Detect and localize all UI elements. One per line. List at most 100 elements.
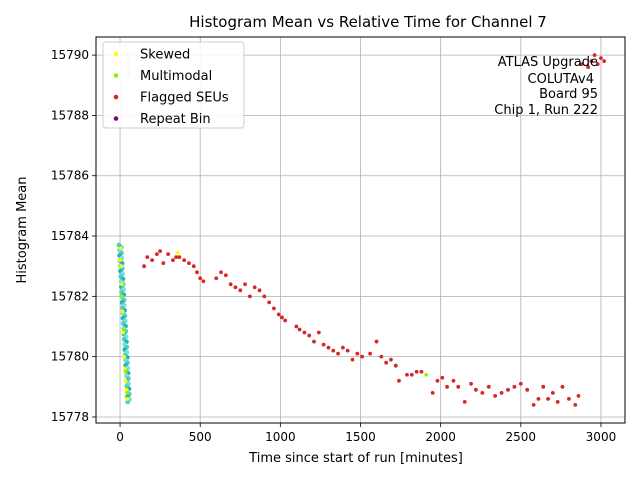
data-point-flagged-seus — [312, 339, 316, 344]
data-point-flagged-seus — [368, 351, 373, 356]
y-axis-ticks: 15778 15780 15782 15784 15786 15788 15790 — [51, 48, 96, 424]
data-point-flagged-seus — [566, 396, 571, 401]
data-point-flagged-seus — [589, 59, 594, 64]
annotation-line: ATLAS Upgrade — [498, 55, 598, 70]
data-point-skewed — [120, 282, 124, 287]
data-point-flagged-seus — [393, 363, 398, 368]
data-point-skewed — [121, 330, 126, 335]
data-point-flagged-seus — [576, 393, 581, 398]
data-point-flagged-seus — [389, 357, 393, 362]
legend-box — [102, 41, 245, 129]
data-point-flagged-seus — [187, 261, 191, 266]
legend-marker — [113, 116, 119, 121]
legend-marker — [113, 51, 119, 57]
data-point-flagged-seus — [595, 62, 600, 67]
data-point-flagged-seus — [474, 387, 478, 392]
data-point-flagged-seus — [316, 330, 321, 335]
data-point-flagged-seus — [499, 390, 504, 395]
data-point-flagged-seus — [195, 270, 199, 275]
data-point-skewed — [118, 258, 122, 263]
x-tick-label: 3000 — [586, 430, 617, 444]
data-point-flagged-seus — [158, 249, 163, 254]
data-points — [118, 53, 607, 407]
y-tick-label: 15782 — [51, 289, 89, 303]
data-point-flagged-seus — [166, 252, 171, 257]
data-point-skewed — [123, 378, 128, 383]
data-point-multimodal — [125, 390, 130, 395]
data-point-flagged-seus — [379, 354, 384, 359]
x-tick-label: 1000 — [265, 430, 296, 444]
y-tick-label: 15778 — [51, 410, 89, 424]
data-point-flagged-seus — [462, 399, 467, 404]
y-tick-label: 15788 — [51, 108, 89, 122]
data-point-flagged-seus — [340, 345, 345, 350]
data-point-flagged-seus — [276, 312, 281, 317]
grid-lines — [96, 37, 625, 423]
data-point-flagged-seus — [267, 300, 272, 305]
data-point-skewed — [118, 246, 123, 250]
data-point-flagged-seus — [541, 384, 546, 389]
data-point-flagged-seus — [201, 279, 206, 284]
data-point-flagged-seus — [247, 294, 252, 299]
data-point-flagged-seus — [294, 324, 299, 329]
data-point-flagged-seus — [272, 306, 276, 311]
data-point-flagged-seus — [257, 288, 262, 293]
data-point-flagged-seus — [560, 384, 565, 389]
data-point-flagged-seus — [336, 351, 340, 356]
data-point-flagged-seus — [302, 330, 307, 335]
data-point-flagged-seus — [283, 318, 288, 323]
data-point-skewed — [122, 354, 126, 359]
data-point-flagged-seus — [297, 327, 302, 332]
data-point-flagged-seus — [445, 384, 449, 389]
data-point-flagged-seus — [177, 255, 182, 260]
data-point-flagged-seus — [435, 378, 440, 383]
data-point-flagged-seus — [469, 381, 474, 386]
annotation-line: Chip 1, Run 222 — [494, 103, 598, 118]
data-point-multimodal — [424, 372, 429, 377]
data-point-flagged-seus — [397, 378, 401, 383]
data-point-flagged-seus — [355, 351, 360, 356]
data-point-flagged-seus — [555, 399, 560, 404]
data-point-flagged-seus — [280, 315, 284, 320]
x-tick-label: 1500 — [345, 430, 376, 444]
legend-marker — [113, 94, 119, 100]
data-point-flagged-seus — [486, 384, 491, 389]
data-point-flagged-seus — [440, 375, 445, 380]
data-point-flagged-seus — [161, 261, 166, 266]
x-axis-ticks: 0 500 1000 1500 2000 2500 3000 — [116, 423, 616, 444]
data-point-flagged-seus — [252, 285, 257, 290]
y-axis-label: Histogram Mean — [15, 177, 30, 284]
data-point-flagged-seus — [525, 387, 530, 392]
legend-label: Flagged SEUs — [140, 91, 229, 106]
data-point-flagged-seus — [384, 360, 389, 365]
y-tick-label: 15790 — [51, 48, 89, 62]
data-point-flagged-seus — [171, 258, 175, 263]
data-point-flagged-seus — [480, 390, 485, 395]
data-point-flagged-seus — [219, 270, 223, 275]
data-point-skewed — [124, 387, 129, 392]
y-tick-label: 15786 — [51, 169, 89, 183]
data-point-flagged-seus — [345, 348, 350, 353]
data-point-flagged-seus — [238, 288, 243, 293]
data-point-flagged-seus — [142, 264, 146, 269]
data-point-flagged-seus — [307, 333, 312, 338]
x-axis-label: Time since start of run [minutes] — [248, 451, 463, 466]
data-point-flagged-seus — [512, 384, 517, 389]
data-point-flagged-seus — [198, 276, 203, 281]
legend-label: Skewed — [140, 48, 190, 63]
data-point-flagged-seus — [493, 393, 498, 398]
data-point-skewed — [122, 366, 127, 371]
data-point-flagged-seus — [331, 348, 336, 353]
data-point-flagged-seus — [326, 345, 331, 350]
x-tick-label: 500 — [189, 430, 212, 444]
data-point-flagged-seus — [321, 342, 326, 347]
data-point-flagged-seus — [419, 369, 424, 374]
data-point-flagged-seus — [573, 403, 578, 407]
legend: Skewed Multimodal Flagged SEUs Repeat Bin — [102, 41, 245, 129]
data-point-flagged-seus — [182, 258, 187, 263]
data-point-multimodal — [119, 294, 124, 299]
data-point-flagged-seus — [174, 255, 179, 260]
x-tick-label: 0 — [116, 430, 124, 444]
data-point-flagged-seus — [374, 339, 379, 344]
